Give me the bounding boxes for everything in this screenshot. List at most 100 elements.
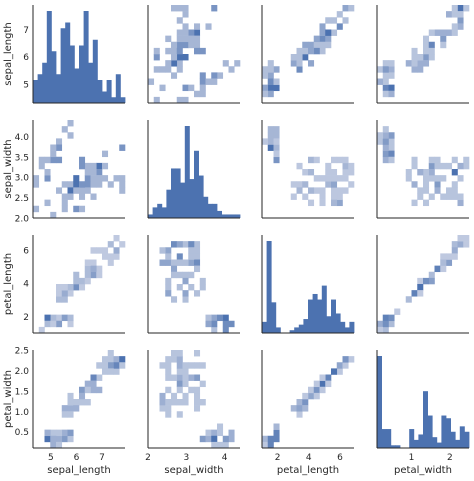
- density-cell: [165, 35, 172, 43]
- x-tick-label: 6: [74, 453, 80, 463]
- density-cell: [107, 356, 114, 363]
- density-cell: [211, 314, 218, 322]
- density-cell: [302, 169, 309, 176]
- density-cell: [182, 296, 189, 303]
- density-cell: [319, 199, 326, 207]
- density-cell: [96, 374, 103, 381]
- density-cell: [159, 247, 166, 254]
- density-cell: [165, 362, 172, 369]
- y-axis-label: sepal_width: [3, 139, 14, 198]
- density-cell: [33, 175, 40, 182]
- density-cell: [90, 162, 97, 170]
- density-cell: [319, 175, 326, 182]
- density-cell: [388, 138, 395, 145]
- hist-bar: [312, 293, 318, 333]
- density-cell: [440, 35, 447, 43]
- density-cell: [428, 162, 435, 170]
- hist-bar: [317, 299, 323, 333]
- density-cell: [319, 380, 326, 388]
- density-cell: [61, 405, 68, 412]
- density-cell: [61, 284, 68, 291]
- panel-sepal_length-vs-petal_length: [261, 5, 355, 104]
- density-cell: [165, 368, 172, 375]
- density-cell: [331, 29, 338, 36]
- density-cell: [313, 380, 320, 388]
- hist-bar: [161, 207, 167, 218]
- density-cell: [159, 405, 166, 412]
- density-cell: [102, 356, 109, 363]
- hist-bar: [157, 203, 163, 218]
- density-cell: [205, 429, 212, 437]
- x-axis-label: sepal_width: [164, 465, 223, 476]
- density-cell: [440, 175, 447, 182]
- density-cell: [79, 284, 86, 291]
- density-cell: [199, 84, 206, 92]
- density-cell: [159, 399, 166, 406]
- density-cell: [273, 144, 280, 151]
- density-cell: [171, 296, 178, 303]
- density-cell: [434, 29, 441, 36]
- hist-bar: [298, 324, 304, 333]
- density-cell: [165, 290, 172, 297]
- density-cell: [188, 259, 195, 266]
- hist-bar: [409, 429, 415, 448]
- hist-bar: [230, 214, 236, 218]
- hist-bar: [226, 214, 232, 218]
- density-cell: [165, 284, 172, 291]
- density-cell: [313, 156, 320, 164]
- density-cell: [194, 29, 201, 36]
- density-cell: [342, 175, 349, 182]
- density-cell: [451, 187, 458, 194]
- density-cell: [331, 368, 338, 375]
- density-cell: [228, 435, 235, 443]
- density-cell: [90, 374, 97, 381]
- density-cell: [451, 29, 458, 36]
- density-cell: [428, 277, 435, 285]
- density-cell: [79, 162, 86, 170]
- density-cell: [217, 314, 224, 322]
- density-cell: [296, 405, 303, 412]
- density-cell: [348, 181, 355, 188]
- hist-bar: [308, 299, 313, 333]
- density-cell: [44, 175, 51, 182]
- hist-bar: [83, 11, 89, 103]
- density-cell: [308, 47, 315, 55]
- hist-bar: [271, 302, 277, 333]
- density-cell: [336, 23, 343, 30]
- density-cell: [113, 368, 120, 375]
- density-cell: [67, 392, 74, 400]
- density-cell: [159, 66, 166, 73]
- density-cell: [267, 126, 274, 133]
- density-cell: [388, 150, 395, 158]
- hist-bar: [418, 434, 424, 448]
- density-cell: [440, 193, 447, 200]
- density-cell: [44, 169, 51, 176]
- density-cell: [313, 392, 320, 400]
- density-cell: [217, 72, 224, 79]
- hist-bar: [423, 391, 428, 448]
- density-cell: [411, 181, 418, 188]
- density-cell: [319, 386, 326, 394]
- density-cell: [171, 47, 178, 55]
- density-cell: [377, 326, 384, 334]
- density-cell: [331, 17, 338, 24]
- y-tick-label: 3.5: [15, 153, 29, 163]
- y-tick-label: 6: [23, 246, 29, 256]
- density-cell: [67, 132, 74, 139]
- density-cell: [342, 356, 349, 363]
- y-tick-label: 4.0: [15, 133, 30, 143]
- density-cell: [96, 271, 103, 279]
- density-cell: [296, 60, 303, 67]
- density-cell: [405, 175, 412, 182]
- density-cell: [331, 199, 338, 207]
- density-cell: [290, 405, 297, 412]
- density-cell: [319, 374, 326, 381]
- density-cell: [273, 138, 280, 145]
- hist-bar: [152, 207, 158, 218]
- density-cell: [290, 60, 297, 67]
- density-cell: [463, 5, 470, 12]
- density-cell: [428, 54, 435, 61]
- hist-bar: [37, 74, 43, 103]
- density-cell: [153, 54, 160, 61]
- density-cell: [171, 259, 178, 266]
